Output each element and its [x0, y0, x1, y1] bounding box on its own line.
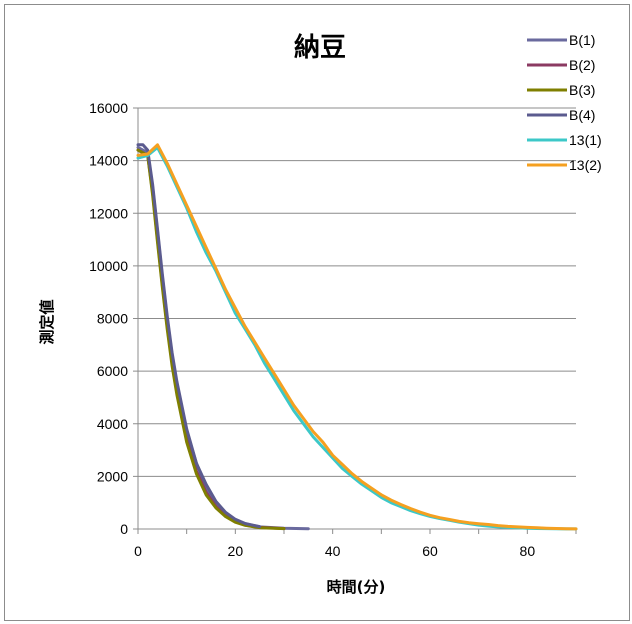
x-tick-label: 0: [134, 543, 142, 559]
legend-label: B(3): [569, 82, 595, 98]
legend-label: B(1): [569, 32, 595, 48]
y-tick-label: 8000: [97, 311, 128, 327]
y-tick-label: 4000: [97, 416, 128, 432]
chart-frame: [4, 4, 630, 621]
legend-label: B(4): [569, 107, 595, 123]
x-axis-title: 時間(分): [327, 578, 386, 596]
x-tick-label: 20: [228, 543, 244, 559]
y-tick-label: 10000: [89, 258, 128, 274]
series-line-B(2): [136, 148, 286, 530]
series-line-B(3): [136, 148, 286, 531]
x-tick-label: 80: [520, 543, 536, 559]
chart-title: 納豆: [294, 32, 346, 63]
y-tick-label: 14000: [89, 153, 128, 169]
legend: B(1) B(2) B(3) B(4) 13(1) 13(2): [527, 32, 602, 173]
y-tick-label: 2000: [97, 468, 128, 484]
x-tick-label: 40: [325, 543, 341, 559]
x-tick-label: 60: [422, 543, 438, 559]
legend-label: 13(2): [569, 157, 602, 173]
series-line-13(1): [136, 146, 578, 531]
y-tick-label: 6000: [97, 363, 128, 379]
y-tick-label: 12000: [89, 205, 128, 221]
series-layer: [136, 143, 578, 531]
legend-label: 13(1): [569, 132, 602, 148]
legend-label: B(2): [569, 57, 595, 73]
series-line-13(2): [136, 143, 578, 531]
y-tick-label: 0: [120, 521, 128, 537]
grid-layer: [138, 107, 576, 477]
axes-layer: 0 2000 4000 6000 8000 10000 12000 14000 16000 0 20…: [89, 100, 577, 559]
y-axis-title: 測定値: [38, 299, 56, 344]
y-tick-label: 16000: [89, 100, 128, 116]
series-line-B(4): [136, 143, 262, 529]
series-line-B(1): [136, 146, 310, 531]
